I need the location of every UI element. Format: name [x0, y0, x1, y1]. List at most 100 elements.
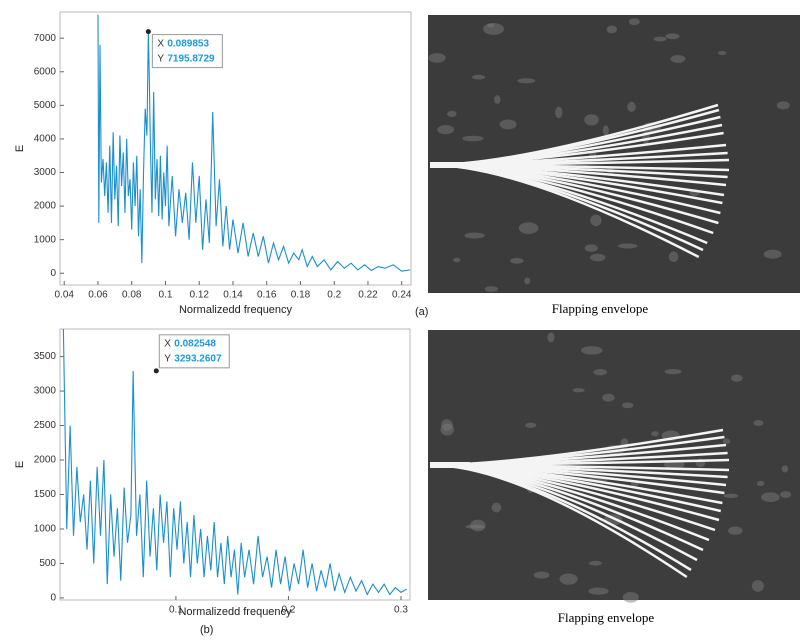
x-axis-label: Normalizedd frequency: [179, 304, 293, 316]
y-tick-label: 5000: [34, 100, 57, 111]
bubble: [437, 125, 455, 135]
x-axis-label: Normalizedd frequency: [178, 606, 292, 618]
stem: [430, 162, 470, 168]
bubble: [781, 465, 789, 473]
x-tick-label: 0.04: [54, 290, 74, 301]
y-tick-label: 3000: [34, 167, 57, 178]
bubble: [517, 78, 536, 84]
bubble: [751, 580, 764, 592]
y-tick-label: 500: [39, 558, 56, 569]
y-tick-label: 6000: [34, 66, 57, 77]
bubble: [572, 388, 585, 393]
bubble: [441, 419, 453, 431]
bubble: [763, 249, 782, 259]
bubble: [665, 33, 680, 40]
bubble: [722, 438, 731, 445]
bubble: [491, 502, 502, 513]
panel-label: (b): [200, 624, 213, 636]
image-caption: Flapping envelope: [552, 301, 649, 316]
bubble: [606, 25, 618, 34]
bubble: [484, 286, 498, 292]
datatip-point: [145, 29, 151, 35]
bubble: [753, 420, 764, 426]
x-tick-label: 0.1: [159, 290, 173, 301]
bubble: [756, 480, 765, 487]
bubble: [627, 101, 636, 112]
x-tick-label: 0.06: [88, 290, 108, 301]
bubble: [731, 374, 743, 382]
y-tick-label: 2000: [34, 201, 57, 212]
bubble: [453, 257, 461, 263]
x-tick-label: 0.22: [358, 290, 378, 301]
bubble: [728, 526, 743, 535]
bubble: [664, 368, 682, 375]
bubble: [584, 114, 599, 126]
bubble: [559, 573, 578, 585]
datatip-box: [151, 34, 223, 69]
bubble: [602, 393, 615, 402]
y-tick-label: 2000: [34, 455, 57, 466]
bubble: [621, 402, 634, 409]
x-tick-label: 0.2: [327, 290, 341, 301]
y-axis-label: E: [14, 145, 26, 152]
photo-decor: [428, 18, 792, 603]
bubble: [471, 74, 486, 80]
bubble: [533, 571, 550, 579]
x-tick-label: 0.08: [122, 290, 142, 301]
bubble: [462, 135, 484, 142]
bubble: [776, 101, 790, 110]
bubble: [593, 369, 608, 376]
bubble: [588, 587, 609, 595]
y-tick-label: 3500: [34, 351, 57, 362]
bubble: [494, 95, 501, 104]
datatip-x: 0.082548: [174, 338, 216, 349]
datatip-point: [153, 368, 159, 374]
bubble: [717, 50, 727, 55]
y-tick-label: 0: [50, 593, 56, 604]
panel-label: (a): [415, 306, 428, 318]
datatip-x-label: X: [157, 38, 164, 49]
y-tick-label: 2500: [34, 420, 57, 431]
bubble: [464, 232, 485, 239]
datatip-y-label: Y: [157, 53, 164, 64]
bubble: [510, 257, 524, 264]
x-tick-label: 0.16: [257, 290, 277, 301]
x-tick-label: 0.2: [282, 605, 296, 616]
y-tick-label: 4000: [34, 134, 57, 145]
bubble: [651, 431, 659, 437]
bubble: [588, 560, 602, 566]
bubble: [518, 222, 539, 235]
bubble: [580, 346, 603, 355]
bubble: [499, 119, 517, 130]
y-tick-label: 7000: [34, 33, 57, 44]
bubble: [602, 125, 609, 136]
x-tick-label: 0.14: [223, 290, 243, 301]
datatip-x-label: X: [164, 338, 171, 349]
bubble: [555, 106, 563, 119]
image-caption: Flapping envelope: [558, 610, 655, 625]
datatip-y: 3293.2607: [174, 353, 222, 364]
bubble: [590, 253, 606, 262]
x-tick-label: 0.3: [394, 605, 408, 616]
bubble: [525, 422, 537, 428]
bubble: [547, 332, 555, 343]
bubble: [428, 53, 446, 63]
y-tick-label: 1000: [34, 234, 57, 245]
y-tick-label: 1000: [34, 524, 57, 535]
bubble: [524, 277, 531, 285]
bubble: [447, 110, 457, 118]
spectrum-line: [97, 14, 411, 272]
bubble: [780, 491, 792, 498]
y-tick-label: 1500: [34, 489, 57, 500]
y-tick-label: 3000: [34, 386, 57, 397]
x-tick-label: 0.1: [169, 605, 183, 616]
bubble: [590, 214, 602, 227]
bubble: [628, 18, 640, 26]
bubble: [670, 54, 686, 63]
bubble: [723, 493, 739, 499]
bubble: [622, 591, 639, 603]
bubble: [487, 23, 495, 28]
bubble: [668, 251, 679, 263]
y-axis-label: E: [14, 461, 26, 468]
